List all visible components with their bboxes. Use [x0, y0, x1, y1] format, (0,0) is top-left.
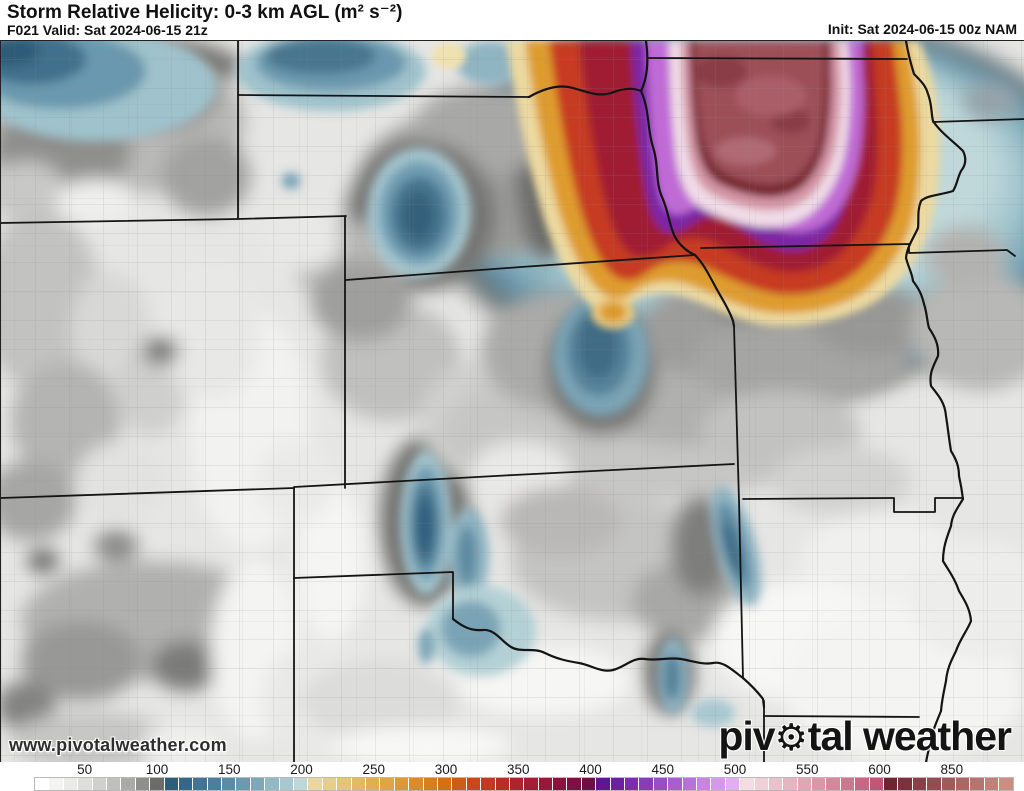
colorbar-cell [250, 778, 265, 790]
colorbar-cell [365, 778, 380, 790]
colorbar-cell [639, 778, 653, 790]
logo-suffix: tal weather [807, 713, 1012, 759]
colorbar-cell [941, 778, 955, 790]
colorbar-cell [178, 778, 193, 790]
map-title: Storm Relative Helicity: 0-3 km AGL (m² … [7, 2, 403, 23]
colorbar-cell [466, 778, 481, 790]
colorbar-cell [538, 778, 553, 790]
county-grid [1, 41, 1024, 763]
gear-icon: ⚙ [774, 717, 808, 758]
colorbar-cell [984, 778, 999, 790]
colorbar-tick-label: 150 [217, 762, 241, 777]
colorbar-cell [653, 778, 668, 790]
colorbar-cell [322, 778, 337, 790]
colorbar-cell [409, 778, 423, 790]
colorbar-cell [625, 778, 639, 790]
forecast-valid-label: F021 Valid: Sat 2024-06-15 21z [7, 22, 208, 38]
colorbar-cell [696, 778, 711, 790]
colorbar-cell [855, 778, 869, 790]
colorbar-tick-label: 200 [290, 762, 313, 777]
colorbar-cell [754, 778, 768, 790]
colorbar-cell [135, 778, 150, 790]
colorbar-cell [121, 778, 135, 790]
colorbar-cell [711, 778, 725, 790]
colorbar-cell [668, 778, 682, 790]
colorbar-cell [92, 778, 106, 790]
colorbar-cell [279, 778, 294, 790]
colorbar-cell [265, 778, 279, 790]
colorbar-cell [912, 778, 927, 790]
logo-prefix: piv [718, 713, 775, 759]
colorbar-cell [581, 778, 596, 790]
colorbar-cell [826, 778, 840, 790]
colorbar-cell [869, 778, 884, 790]
colorbar-cell [495, 778, 509, 790]
colorbar-cell [553, 778, 567, 790]
colorbar-cell [797, 778, 812, 790]
colorbar-cell [768, 778, 783, 790]
colorbar-cell [509, 778, 524, 790]
colorbar-cell [783, 778, 797, 790]
colorbar-cell [840, 778, 855, 790]
colorbar-cell [49, 778, 63, 790]
colorbar-tick-label: 600 [868, 762, 891, 777]
colorbar-cell [596, 778, 610, 790]
colorbar-cell [956, 778, 970, 790]
colorbar-cell [437, 778, 452, 790]
river-borders [451, 41, 973, 763]
state-borders [1, 41, 1024, 763]
colorbar-cell [970, 778, 984, 790]
colorbar-cell [884, 778, 898, 790]
colorbar-tick-label: 350 [506, 762, 530, 777]
colorbar-cell [567, 778, 581, 790]
colorbar-tick-label: 550 [796, 762, 819, 777]
colorbar-cell [898, 778, 912, 790]
colorbar-cell [682, 778, 696, 790]
model-init-label: Init: Sat 2024-06-15 00z NAM [827, 21, 1017, 37]
colorbar-tick-label: 100 [145, 762, 169, 777]
watermark: www.pivotalweather.com [9, 735, 227, 755]
colorbar-tick-label: 400 [579, 762, 602, 777]
colorbar: 50 100 150 200 250 300 350 400 450 500 550 600 850 [0, 762, 1024, 791]
colorbar-tick-label: 250 [362, 762, 385, 777]
colorbar-cell [236, 778, 250, 790]
colorbar-cell [999, 778, 1013, 790]
colorbar-cell [78, 778, 92, 790]
colorbar-cell [394, 778, 409, 790]
colorbar-cell [927, 778, 941, 790]
colorbar-cell [380, 778, 394, 790]
colorbar-tick-label: 850 [940, 762, 964, 777]
colorbar-cell [423, 778, 437, 790]
colorbar-tick-label: 450 [651, 762, 675, 777]
colorbar-cell [725, 778, 740, 790]
colorbar-cell [610, 778, 625, 790]
pivotal-weather-logo: piv⚙tal weather [718, 713, 1012, 760]
colorbar-cell [193, 778, 207, 790]
colorbar-cell [150, 778, 164, 790]
helicity-map: www.pivotalweather.com piv⚙tal weather [0, 40, 1024, 763]
map-canvas [1, 41, 1024, 763]
colorbar-cell [740, 778, 754, 790]
colorbar-tick-label: 50 [77, 762, 93, 777]
header: Storm Relative Helicity: 0-3 km AGL (m² … [0, 0, 1024, 40]
colorbar-cell [222, 778, 236, 790]
colorbar-tick-label: 500 [723, 762, 747, 777]
colorbar-cell [524, 778, 538, 790]
colorbar-cell [452, 778, 466, 790]
colorbar-cell [337, 778, 351, 790]
colorbar-cell [164, 778, 178, 790]
colorbar-cell [812, 778, 826, 790]
colorbar-ticks: 50 100 150 200 250 300 350 400 450 500 550 600 850 [0, 762, 1024, 777]
colorbar-cells [34, 777, 1014, 791]
colorbar-cell [63, 778, 78, 790]
colorbar-cell [308, 778, 322, 790]
colorbar-cell [106, 778, 121, 790]
colorbar-cell [481, 778, 495, 790]
colorbar-cell [351, 778, 365, 790]
colorbar-tick-label: 300 [434, 762, 458, 777]
colorbar-cell [294, 778, 308, 790]
colorbar-cell [35, 778, 49, 790]
colorbar-cell [207, 778, 222, 790]
